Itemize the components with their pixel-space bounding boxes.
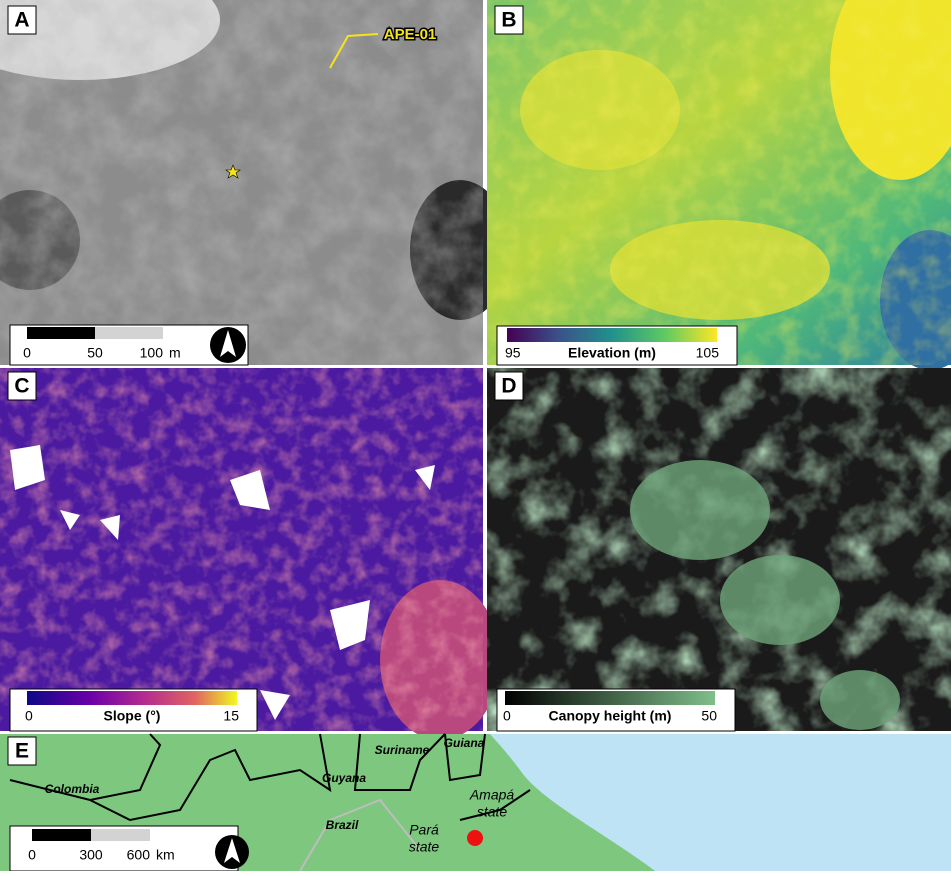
colorbar-min: 0	[503, 708, 511, 724]
scale-bar-segment	[32, 829, 91, 841]
panel-c	[0, 368, 500, 740]
scale-bar-unit: km	[156, 847, 175, 863]
scale-bar-segment	[27, 327, 95, 339]
colorbar	[505, 691, 715, 705]
colorbar-label: Canopy height (m)	[549, 708, 672, 724]
panel-letter: C	[14, 375, 29, 398]
country-label: Suriname	[375, 743, 430, 757]
panel-a	[0, 0, 510, 366]
panel-letter: B	[501, 9, 516, 32]
colorbar-max: 50	[701, 708, 717, 724]
country-label: Guyana	[322, 771, 366, 785]
colorbar-min: 0	[25, 708, 33, 724]
scale-bar-label: 0	[23, 345, 31, 361]
colorbar-label: Elevation (m)	[568, 345, 656, 361]
country-label: Brazil	[326, 818, 359, 832]
panel-letter: E	[15, 740, 29, 763]
scale-bar-label: 0	[28, 847, 36, 863]
scale-bar-segment	[91, 829, 150, 841]
panel-e	[0, 733, 951, 872]
country-label: Guiana	[444, 736, 485, 750]
state-label: state	[477, 804, 508, 820]
scale-bar-unit: m	[169, 345, 181, 361]
colorbar-min: 95	[505, 345, 521, 361]
colorbar	[507, 328, 717, 342]
colorbar-label: Slope (°)	[104, 708, 161, 724]
scale-bar-label: 100	[140, 345, 164, 361]
colorbar-max: 105	[696, 345, 720, 361]
state-label: state	[409, 839, 440, 855]
panel-letter: D	[501, 375, 516, 398]
map-labels: Colombia Guyana Suriname Guiana Brazil P…	[45, 736, 515, 855]
panel-letter: A	[14, 9, 29, 32]
colorbar	[27, 691, 237, 705]
state-label: Pará	[409, 822, 439, 838]
colorbar-max: 15	[223, 708, 239, 724]
site-label: APE-01	[384, 26, 437, 43]
scale-bar-label: 50	[87, 345, 103, 361]
state-label: Amapá	[469, 787, 515, 803]
country-label: Colombia	[45, 782, 100, 796]
panel-b	[487, 0, 951, 370]
scale-bar-label: 300	[79, 847, 103, 863]
panel-letters: A B C D E	[7, 5, 524, 766]
scale-bar-segment	[95, 327, 163, 339]
scale-bar-label: 600	[127, 847, 151, 863]
site-marker	[467, 830, 483, 846]
panel-d	[487, 368, 951, 732]
